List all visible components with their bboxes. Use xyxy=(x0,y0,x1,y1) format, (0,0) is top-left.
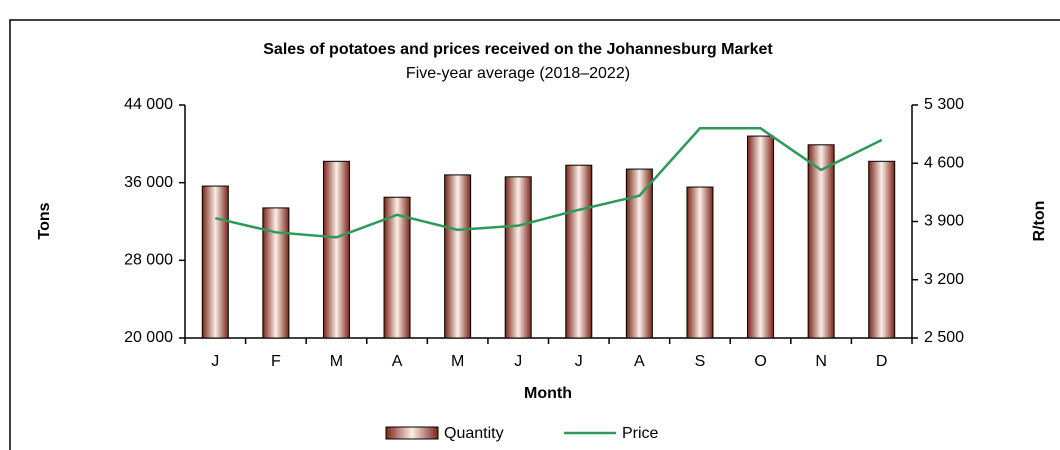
x-tick-label: D xyxy=(876,353,888,370)
bar xyxy=(383,196,411,339)
y2-tick-label: 3 200 xyxy=(924,271,964,288)
chart-title: Sales of potatoes and prices received on… xyxy=(263,41,773,58)
x-tick-label: A xyxy=(634,353,645,370)
x-tick-label: J xyxy=(514,353,522,370)
price-line xyxy=(215,127,883,239)
bar xyxy=(322,160,350,339)
bar xyxy=(807,144,835,339)
legend-swatch xyxy=(385,426,439,440)
y2-axis-label: R/ton xyxy=(1031,201,1048,242)
y-tick-label: 28 000 xyxy=(124,252,173,269)
y-tick-label: 20 000 xyxy=(124,329,173,346)
x-tick-label: F xyxy=(271,353,281,370)
y2-tick-label: 2 500 xyxy=(924,329,964,346)
x-tick-label: A xyxy=(392,353,403,370)
bar xyxy=(201,185,229,339)
bar xyxy=(504,176,532,339)
legend-label: Quantity xyxy=(444,425,504,442)
x-tick-label: J xyxy=(575,353,583,370)
bar xyxy=(565,164,593,339)
x-tick-label: M xyxy=(451,353,464,370)
y2-tick-label: 4 600 xyxy=(924,154,964,171)
bar xyxy=(444,174,472,339)
y2-tick-label: 5 300 xyxy=(924,96,964,113)
chart-subtitle: Five-year average (2018–2022) xyxy=(406,65,630,82)
y-tick-label: 44 000 xyxy=(124,96,173,113)
x-tick-label: J xyxy=(211,353,219,370)
y-axis-label: Tons xyxy=(36,202,53,239)
y-tick-label: 36 000 xyxy=(124,174,173,191)
bar xyxy=(868,160,896,339)
bar xyxy=(686,186,714,339)
x-axis-label: Month xyxy=(524,385,572,402)
bar xyxy=(747,135,775,339)
legend-label: Price xyxy=(622,425,659,442)
x-tick-label: O xyxy=(754,353,766,370)
x-tick-label: S xyxy=(695,353,706,370)
y2-tick-label: 3 900 xyxy=(924,213,964,230)
x-tick-label: M xyxy=(330,353,343,370)
bar xyxy=(262,207,290,339)
x-tick-label: N xyxy=(815,353,827,370)
